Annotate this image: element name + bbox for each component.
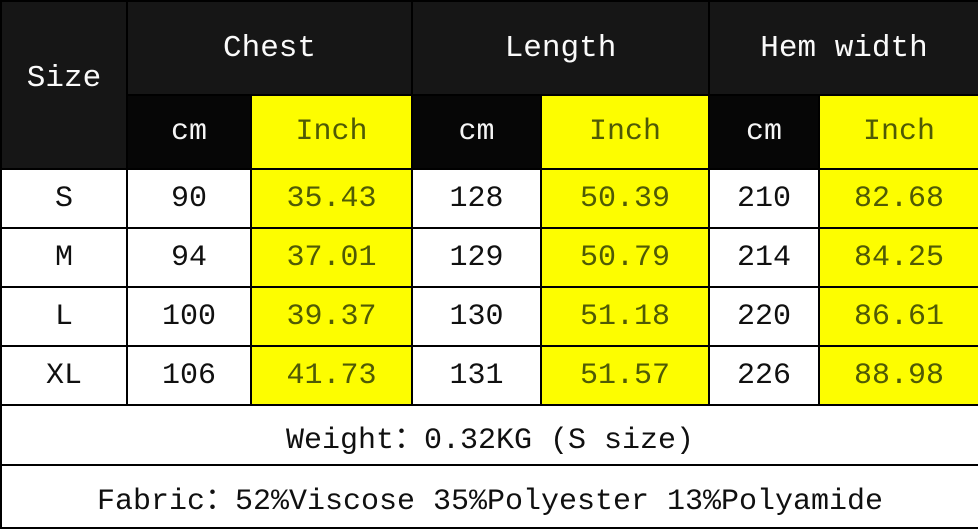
row-s-hem-inch: 82.68 [820, 170, 978, 227]
size-header-cell: Size [2, 2, 126, 168]
weight-note: Weight：0.32KG (S size) [2, 406, 978, 464]
row-l-chest-inch: 39.37 [252, 288, 411, 345]
unit-header-hem-cm: cm [710, 96, 818, 168]
row-l-length-cm: 130 [413, 288, 540, 345]
row-xl-size-label: XL [2, 347, 126, 404]
row-xl-hem-cm: 226 [710, 347, 818, 404]
unit-header-hem-inch: Inch [820, 96, 978, 168]
row-s-hem-cm: 210 [710, 170, 818, 227]
row-m-chest-inch: 37.01 [252, 229, 411, 286]
group-header-chest: Chest [128, 2, 411, 94]
row-xl-length-cm: 131 [413, 347, 540, 404]
row-m-length-inch: 50.79 [542, 229, 708, 286]
row-m-length-cm: 129 [413, 229, 540, 286]
fabric-note: Fabric：52%Viscose 35%Polyester 13%Polyam… [2, 466, 978, 527]
group-header-length: Length [413, 2, 708, 94]
row-xl-chest-cm: 106 [128, 347, 250, 404]
row-m-hem-inch: 84.25 [820, 229, 978, 286]
row-s-size-label: S [2, 170, 126, 227]
unit-header-chest-cm: cm [128, 96, 250, 168]
row-s-chest-inch: 35.43 [252, 170, 411, 227]
row-l-hem-cm: 220 [710, 288, 818, 345]
unit-header-chest-inch: Inch [252, 96, 411, 168]
row-s-length-inch: 50.39 [542, 170, 708, 227]
row-l-size-label: L [2, 288, 126, 345]
row-m-chest-cm: 94 [128, 229, 250, 286]
row-s-chest-cm: 90 [128, 170, 250, 227]
row-s-length-cm: 128 [413, 170, 540, 227]
group-header-hem-width: Hem width [710, 2, 978, 94]
unit-header-length-cm: cm [413, 96, 540, 168]
row-l-length-inch: 51.18 [542, 288, 708, 345]
row-xl-hem-inch: 88.98 [820, 347, 978, 404]
unit-header-length-inch: Inch [542, 96, 708, 168]
row-l-hem-inch: 86.61 [820, 288, 978, 345]
row-m-size-label: M [2, 229, 126, 286]
row-xl-length-inch: 51.57 [542, 347, 708, 404]
row-m-hem-cm: 214 [710, 229, 818, 286]
row-xl-chest-inch: 41.73 [252, 347, 411, 404]
row-l-chest-cm: 100 [128, 288, 250, 345]
